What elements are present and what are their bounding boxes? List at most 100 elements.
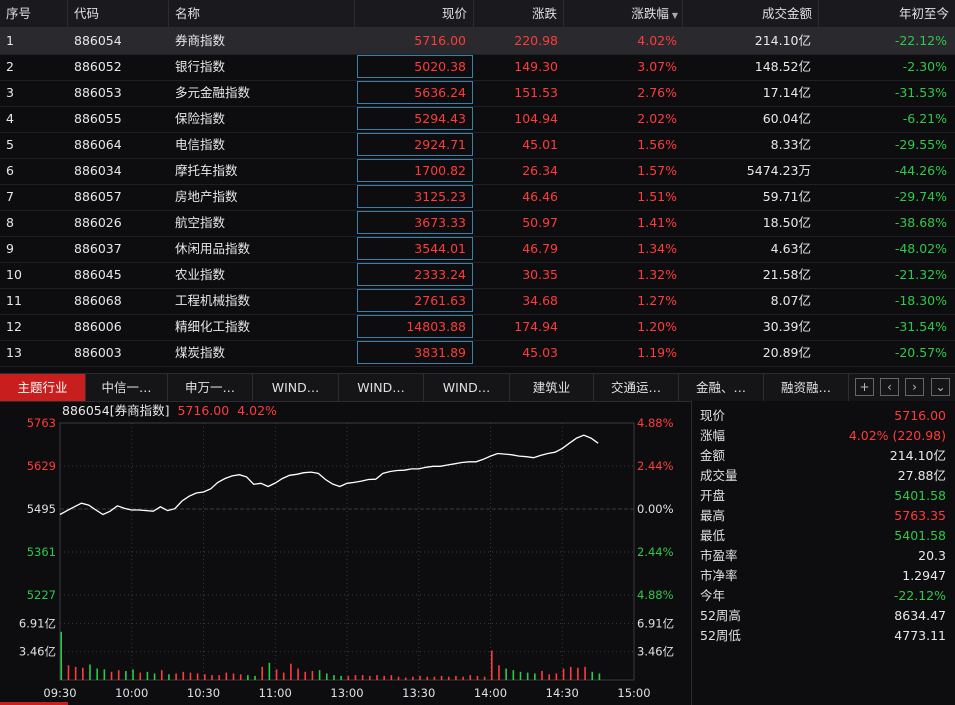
tab-4[interactable]: WIND… [339,374,424,401]
volume-bar [419,675,421,680]
tab-1[interactable]: 中信一… [86,374,168,401]
column-header-code[interactable]: 代码 [68,0,169,27]
volume-bar [498,665,500,680]
tab-3[interactable]: WIND… [253,374,339,401]
volume-bar [218,675,220,680]
volume-bar [325,673,328,680]
volume-bar [168,674,170,680]
cell-name: 保险指数 [175,111,226,126]
cell-price: 2761.63 [414,293,466,308]
cell-seq: 11 [6,293,22,308]
price-highlight-box [357,185,473,208]
quote-row: 52周低 4773.11 [700,626,946,646]
quote-value: 4773.11 [894,628,946,643]
tab-7[interactable]: 交通运… [594,374,679,401]
chart-price: 5716.00 [177,403,230,418]
cell-amount: 17.14亿 [762,85,811,100]
cell-amount: 8.33亿 [770,137,811,152]
price-highlight-box [357,237,473,260]
table-row[interactable]: 9 886037 休闲用品指数 3544.01 46.79 1.34% 4.63亿 -48.0… [0,236,955,263]
chart-symbol: 886054[券商指数] [62,403,170,418]
y-tick-right: 2.44% [637,545,674,559]
plus-icon[interactable]: + [855,378,874,396]
chevron-right-icon[interactable]: › [905,378,924,396]
volume-bar [354,675,357,680]
y-tick-left: 5763 [27,416,56,430]
volume-bar [110,671,113,680]
cell-change: 46.79 [522,241,558,256]
column-header-ytd[interactable]: 年初至今 [898,6,949,21]
volume-bar [404,677,407,680]
quote-row: 市盈率 20.3 [700,546,946,566]
quote-value: 5401.58 [894,488,946,503]
price-highlight-box [357,315,473,338]
table-row[interactable]: 3 886053 多元金融指数 5636.24 151.53 2.76% 17.14亿 -31… [0,80,955,107]
cell-seq: 2 [6,59,14,74]
table-row[interactable]: 6 886034 摩托车指数 1700.82 26.34 1.57% 5474.23万 -44… [0,158,955,185]
volume-bar [548,674,550,680]
tab-8[interactable]: 金融、… [679,374,764,401]
table-row[interactable]: 11 886068 工程机械指数 2761.63 34.68 1.27% 8.07亿 -18.… [0,288,955,315]
quote-row: 最低 5401.58 [700,526,946,546]
volume-bar [275,669,278,680]
x-tick: 14:30 [546,686,579,700]
volume-tick-right: 3.46亿 [637,645,674,659]
quote-label: 最高 [700,508,726,523]
tab-6[interactable]: 建筑业 [510,374,594,401]
column-header-pct[interactable]: 涨跌幅 ▼ [564,0,683,27]
table-row[interactable]: 5 886064 电信指数 2924.71 45.01 1.56% 8.33亿 -29.55% [0,132,955,159]
table-row[interactable]: 8 886026 航空指数 3673.33 50.97 1.41% 18.50亿 -38.68… [0,210,955,237]
table-row[interactable]: 10 886045 农业指数 2333.24 30.35 1.32% 21.58亿 -21.3… [0,262,955,289]
table-row[interactable]: 12 886006 精细化工指数 14803.88 174.94 1.20% 30.39亿 -… [0,314,955,341]
chevron-down-icon[interactable]: ⌄ [931,378,950,396]
sector-index-table: 序号 代码 名称 现价 涨跌 涨跌幅 ▼ 成交金额 年初至今 1 886054 券商指… [0,0,955,367]
cell-code: 886054 [74,33,122,48]
volume-bar [390,675,393,680]
cell-name: 煤炭指数 [175,345,226,360]
volume-bar [318,670,321,680]
cell-price: 2924.71 [414,137,466,152]
cell-ytd: -44.26% [894,163,947,178]
cell-ytd: -31.54% [894,319,947,334]
cell-code: 886055 [74,111,122,126]
tab-2[interactable]: 申万一… [168,374,253,401]
cell-code: 886053 [74,85,122,100]
y-tick-left: 5629 [27,459,56,473]
cell-code: 886045 [74,267,122,282]
table-row[interactable]: 7 886057 房地产指数 3125.23 46.46 1.51% 59.71亿 -29.7… [0,184,955,211]
volume-bar [282,672,285,680]
price-highlight-box [357,81,473,104]
volume-bar [239,674,242,680]
x-tick: 14:00 [474,686,507,700]
chart-header: 886054[券商指数] 5716.00 4.02% [62,402,285,420]
chevron-left-icon[interactable]: ‹ [880,378,899,396]
volume-bar [505,668,507,680]
volume-bar [462,676,464,680]
table-row[interactable]: 2 886052 银行指数 5020.38 149.30 3.07% 148.52亿 -2.3… [0,54,955,81]
volume-bar [160,670,163,680]
table-row[interactable]: 4 886055 保险指数 5294.43 104.94 2.02% 60.04亿 -6.21… [0,106,955,133]
column-header-price[interactable]: 现价 [355,0,474,27]
y-tick-left: 5495 [27,502,56,516]
tab-5[interactable]: WIND… [424,374,510,401]
column-header-amount[interactable]: 成交金额 [683,0,819,27]
intraday-chart[interactable]: 5763 5629 5495 5361 5227 4.88% 2.44% 0.00% 2.44%… [0,401,690,705]
column-header-change[interactable]: 涨跌 [474,0,564,27]
cell-price: 3673.33 [414,215,466,230]
cell-ytd: -6.21% [902,111,947,126]
cell-seq: 1 [6,33,14,48]
volume-bar [440,675,443,680]
cell-code: 886006 [74,319,122,334]
column-header-seq[interactable]: 序号 [0,0,68,27]
cell-ytd: -21.32% [894,267,947,282]
tab-0[interactable]: 主题行业 [0,374,86,401]
table-row[interactable]: 13 886003 煤炭指数 3831.89 45.03 1.19% 20.89亿 -20.5… [0,340,955,367]
tab-9[interactable]: 融资融… [764,374,849,401]
table-row[interactable]: 1 886054 券商指数 5716.00 220.98 4.02% 214.10亿 -22.… [0,28,955,55]
y-tick-right: 2.44% [637,459,674,473]
cell-change: 45.03 [522,345,558,360]
volume-tick-right: 6.91亿 [637,617,674,631]
column-header-name[interactable]: 名称 [169,0,355,27]
cell-seq: 4 [6,111,14,126]
volume-bar [562,668,565,680]
